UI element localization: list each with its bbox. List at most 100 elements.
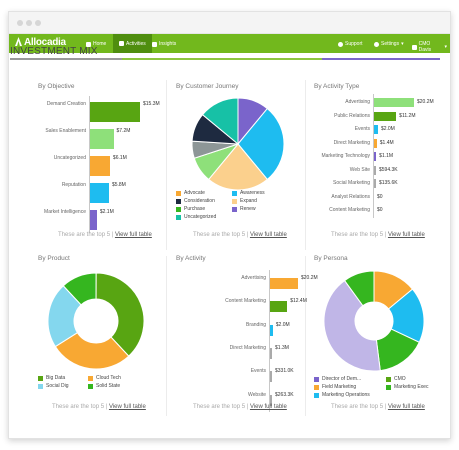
legend-label: Cloud Tech	[96, 375, 121, 381]
chart-title: By Activity Type	[314, 83, 360, 90]
bar[interactable]	[374, 152, 377, 162]
panel-by-persona: By Persona	[314, 255, 450, 262]
legend-swatch	[176, 206, 181, 212]
footer-text: These are the top 5 |	[331, 232, 387, 238]
slice-cmo[interactable]	[343, 270, 375, 307]
user-icon	[412, 44, 417, 50]
bar[interactable]	[374, 111, 397, 121]
view-full-table-link[interactable]: View full table	[114, 232, 152, 238]
bar-value-label: $2.0M	[275, 321, 290, 328]
legend-item[interactable]: Social Dig	[38, 383, 69, 389]
legend-label: CMO	[394, 376, 406, 382]
slice-awareness[interactable]	[237, 107, 285, 181]
slice-cloud-tech[interactable]	[54, 332, 130, 370]
legend-item[interactable]: Expand	[232, 198, 257, 204]
bar-value-label: $2.0M	[380, 126, 395, 132]
window-dot-icon	[17, 20, 23, 26]
legend-item[interactable]: Marketing Operations	[314, 392, 370, 398]
chevron-down-icon: ▾	[444, 44, 447, 50]
chart-title: By Activity	[176, 255, 206, 262]
bar[interactable]	[270, 278, 298, 290]
view-full-table-link[interactable]: View full table	[249, 232, 287, 238]
nav-home[interactable]: Home	[83, 39, 109, 49]
legend-swatch	[314, 384, 319, 390]
bar[interactable]	[90, 155, 110, 176]
nav-support[interactable]: Support	[335, 39, 366, 49]
bar[interactable]	[374, 165, 376, 175]
legend-item[interactable]: Cloud Tech	[88, 375, 121, 381]
slice-social-dig[interactable]	[47, 285, 82, 348]
legend-item[interactable]: Big Data	[38, 375, 65, 381]
nav-user[interactable]: CMO Davis ▾	[409, 39, 450, 55]
bar[interactable]	[270, 348, 272, 360]
nav-insights-label: Insights	[159, 41, 177, 47]
view-full-table-link[interactable]: View full table	[249, 404, 287, 410]
bar[interactable]	[270, 301, 288, 313]
bar[interactable]	[374, 138, 377, 148]
support-icon	[338, 41, 343, 47]
category-label: Content Marketing	[225, 298, 266, 305]
slice-director-of-dem[interactable]	[323, 279, 381, 372]
legend-swatch	[88, 383, 93, 389]
legend-item[interactable]: Purchase	[176, 206, 205, 212]
legend-label: Consideration	[184, 198, 215, 204]
bar[interactable]	[270, 371, 272, 383]
legend-swatch	[176, 214, 181, 220]
bar-value-label: $5.8M	[111, 182, 126, 188]
view-full-table-link[interactable]: View full table	[108, 404, 146, 410]
legend-item[interactable]: Consideration	[176, 198, 215, 204]
legend-swatch	[232, 190, 237, 196]
view-full-table-link[interactable]: View full table	[387, 404, 425, 410]
bar[interactable]	[90, 182, 109, 203]
bar[interactable]	[374, 98, 414, 108]
legend-item[interactable]: Advocate	[176, 190, 205, 196]
bar[interactable]	[374, 125, 378, 135]
footer-text: These are the top 5 |	[52, 404, 108, 410]
slice-advocate[interactable]	[201, 97, 239, 146]
view-full-table-link[interactable]: View full table	[387, 232, 425, 238]
home-icon	[86, 41, 91, 47]
app-window: Allocadia Home Activities Insights Suppo…	[8, 11, 451, 439]
legend-item[interactable]: CMO	[386, 376, 406, 382]
legend-item[interactable]: Director of Dem...	[314, 376, 361, 382]
legend-item[interactable]: Renew	[232, 206, 256, 212]
bar-value-label: $15.3M	[143, 101, 160, 107]
bar-value-label: $0	[377, 193, 383, 200]
category-label: Social Marketing	[333, 180, 370, 186]
legend-item[interactable]: Solid State	[88, 383, 120, 389]
product-footer: These are the top 5 | View full table	[52, 404, 146, 410]
bar-value-label: $11.2M	[399, 112, 416, 119]
logo[interactable]: Allocadia	[15, 37, 66, 48]
bar[interactable]	[270, 394, 272, 406]
panel-by-objective: By Objective	[38, 83, 174, 90]
panel-divider	[305, 80, 306, 250]
category-label: Reputation	[61, 182, 86, 188]
chart-axis	[269, 270, 270, 412]
legend-label: Awareness	[240, 190, 265, 196]
nav-user-label: CMO Davis	[418, 41, 432, 53]
category-label: Advertising	[345, 99, 370, 105]
nav-home-label: Home	[93, 41, 107, 47]
logo-text: Allocadia	[24, 37, 66, 48]
window-dot-icon	[26, 20, 32, 26]
nav-activities[interactable]: Activities	[113, 34, 152, 53]
chart-title: By Product	[38, 255, 70, 262]
legend-item[interactable]: Uncategorized	[176, 214, 216, 220]
slice-big-data[interactable]	[95, 272, 145, 357]
legend-item[interactable]: Marketing Exec	[386, 384, 428, 390]
bar[interactable]	[374, 179, 376, 189]
bar[interactable]	[90, 128, 114, 149]
bar-value-label: $20.2M	[301, 275, 318, 281]
customer-journey-pie-chart	[191, 97, 285, 191]
bar[interactable]	[90, 101, 140, 122]
bar[interactable]	[90, 209, 97, 230]
legend-item[interactable]: Field Marketing	[314, 384, 356, 390]
bar[interactable]	[270, 324, 273, 336]
category-label: Direct Marketing	[333, 139, 370, 146]
nav-insights[interactable]: Insights	[149, 39, 179, 49]
legend-item[interactable]: Awareness	[232, 190, 265, 196]
slice-expand[interactable]	[207, 143, 269, 191]
legend-label: Expand	[240, 198, 257, 204]
nav-settings[interactable]: Settings ▾	[371, 39, 407, 49]
persona-donut-chart	[323, 270, 425, 372]
